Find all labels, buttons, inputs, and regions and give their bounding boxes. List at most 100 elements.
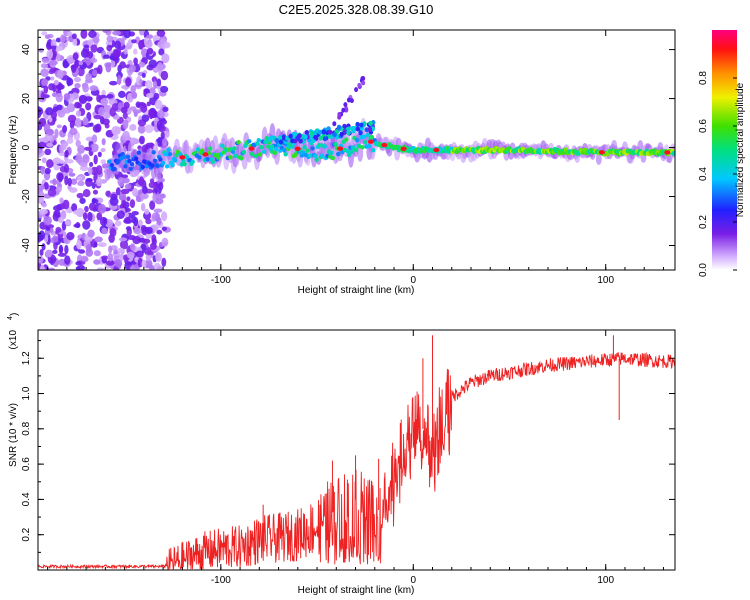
snr-y-scale-close: ) — [9, 313, 20, 316]
chart-title: C2E5.2025.328.08.39.G10 — [279, 2, 434, 17]
noise-blob — [75, 139, 81, 148]
noise-blob — [75, 266, 81, 270]
noise-blob — [48, 60, 58, 66]
noise-blob — [74, 117, 82, 128]
signal-core — [208, 146, 213, 151]
noise-blob — [137, 178, 145, 186]
noise-blob — [106, 44, 113, 52]
noise-blob — [85, 102, 92, 111]
noise-blob — [135, 250, 144, 258]
noise-blob — [161, 226, 168, 231]
noise-blob — [156, 30, 166, 37]
noise-blob — [144, 259, 153, 269]
branch-blob — [332, 121, 337, 127]
y-tick-label: -20 — [21, 189, 32, 204]
noise-blob — [149, 242, 157, 250]
signal-core — [195, 147, 201, 152]
noise-blob — [79, 162, 88, 168]
noise-blob — [48, 267, 55, 270]
noise-blob — [64, 149, 69, 158]
signal-core — [344, 137, 349, 142]
noise-blob — [63, 163, 70, 173]
colorbar-tick-label: 0.8 — [698, 71, 709, 85]
signal-core — [249, 151, 255, 157]
noise-blob — [153, 92, 160, 100]
noise-blob — [154, 99, 163, 110]
noise-blob — [53, 79, 59, 86]
noise-blob — [38, 137, 48, 143]
noise-blob — [123, 217, 131, 224]
signal-core — [369, 134, 375, 140]
y-tick-label: 1.2 — [21, 351, 32, 365]
noise-blob — [82, 117, 89, 126]
noise-blob — [120, 188, 130, 195]
noise-blob — [116, 210, 125, 219]
noise-blob — [91, 134, 98, 143]
signal-core — [247, 139, 252, 144]
signal-core — [190, 159, 195, 164]
branch-blob — [346, 130, 351, 136]
noise-blob — [58, 258, 66, 266]
noise-blob — [133, 227, 142, 235]
signal-core — [173, 158, 178, 163]
snr-series-line — [38, 351, 675, 570]
noise-blob — [39, 249, 44, 256]
noise-blob — [83, 44, 90, 49]
noise-blob — [156, 120, 162, 131]
noise-blob — [56, 183, 62, 188]
colorbar-tick-label: 0.2 — [698, 215, 709, 229]
noise-blob — [153, 208, 163, 213]
noise-blob — [100, 159, 107, 165]
noise-blob — [96, 94, 102, 103]
signal-core — [261, 149, 267, 154]
noise-blob — [142, 185, 148, 195]
branch-blob — [344, 107, 349, 113]
peak-mark — [179, 155, 186, 160]
signal-core — [152, 158, 158, 163]
noise-blob — [70, 178, 78, 185]
noise-blob — [82, 220, 91, 230]
noise-blob — [64, 175, 69, 186]
noise-blob — [43, 181, 49, 190]
noise-blob — [101, 118, 110, 126]
peak-mark — [248, 146, 255, 151]
signal-core — [360, 145, 365, 150]
signal-core — [354, 137, 360, 143]
branch-blob — [355, 121, 360, 127]
noise-blob — [111, 125, 121, 136]
noise-blob — [43, 123, 51, 134]
x-tick-label: -100 — [211, 575, 231, 586]
snr-ticks: -100 0 100 0.2 0.4 0.6 0.8 1.0 1.2 — [21, 330, 675, 586]
noise-blob — [120, 174, 129, 179]
signal-core — [319, 153, 325, 158]
branch-blob — [341, 107, 346, 113]
signal-core — [361, 134, 367, 139]
noise-blob — [41, 157, 47, 164]
noise-blob — [155, 252, 162, 262]
noise-blob — [39, 266, 46, 270]
branch-blob — [290, 138, 295, 144]
noise-blob — [137, 124, 146, 134]
noise-blob — [82, 212, 88, 221]
noise-blob — [131, 211, 139, 216]
noise-blob — [88, 202, 96, 211]
noise-blob — [58, 172, 64, 183]
noise-blob — [145, 226, 153, 235]
signal-core — [345, 148, 350, 154]
noise-blob — [124, 212, 129, 218]
noise-blob — [66, 77, 74, 86]
signal-core — [313, 153, 318, 159]
noise-blob — [101, 138, 106, 146]
colorbar-tick-label: 0.6 — [698, 119, 709, 133]
peak-mark — [433, 147, 440, 153]
noise-blob — [52, 157, 62, 165]
signal-core — [329, 150, 334, 155]
noise-blob — [93, 241, 98, 248]
noise-blob — [129, 243, 136, 251]
snr-panel: -100 0 100 0.2 0.4 0.6 0.8 1.0 1.2 Height of str… — [7, 313, 676, 596]
signal-core — [151, 150, 156, 155]
noise-blob — [59, 197, 64, 205]
spectrogram-panel: -100 0 100 -40 -20 0 20 40 Height of straight l… — [8, 29, 676, 296]
branch-blob — [354, 87, 359, 93]
colorbar-gradient — [712, 30, 737, 270]
